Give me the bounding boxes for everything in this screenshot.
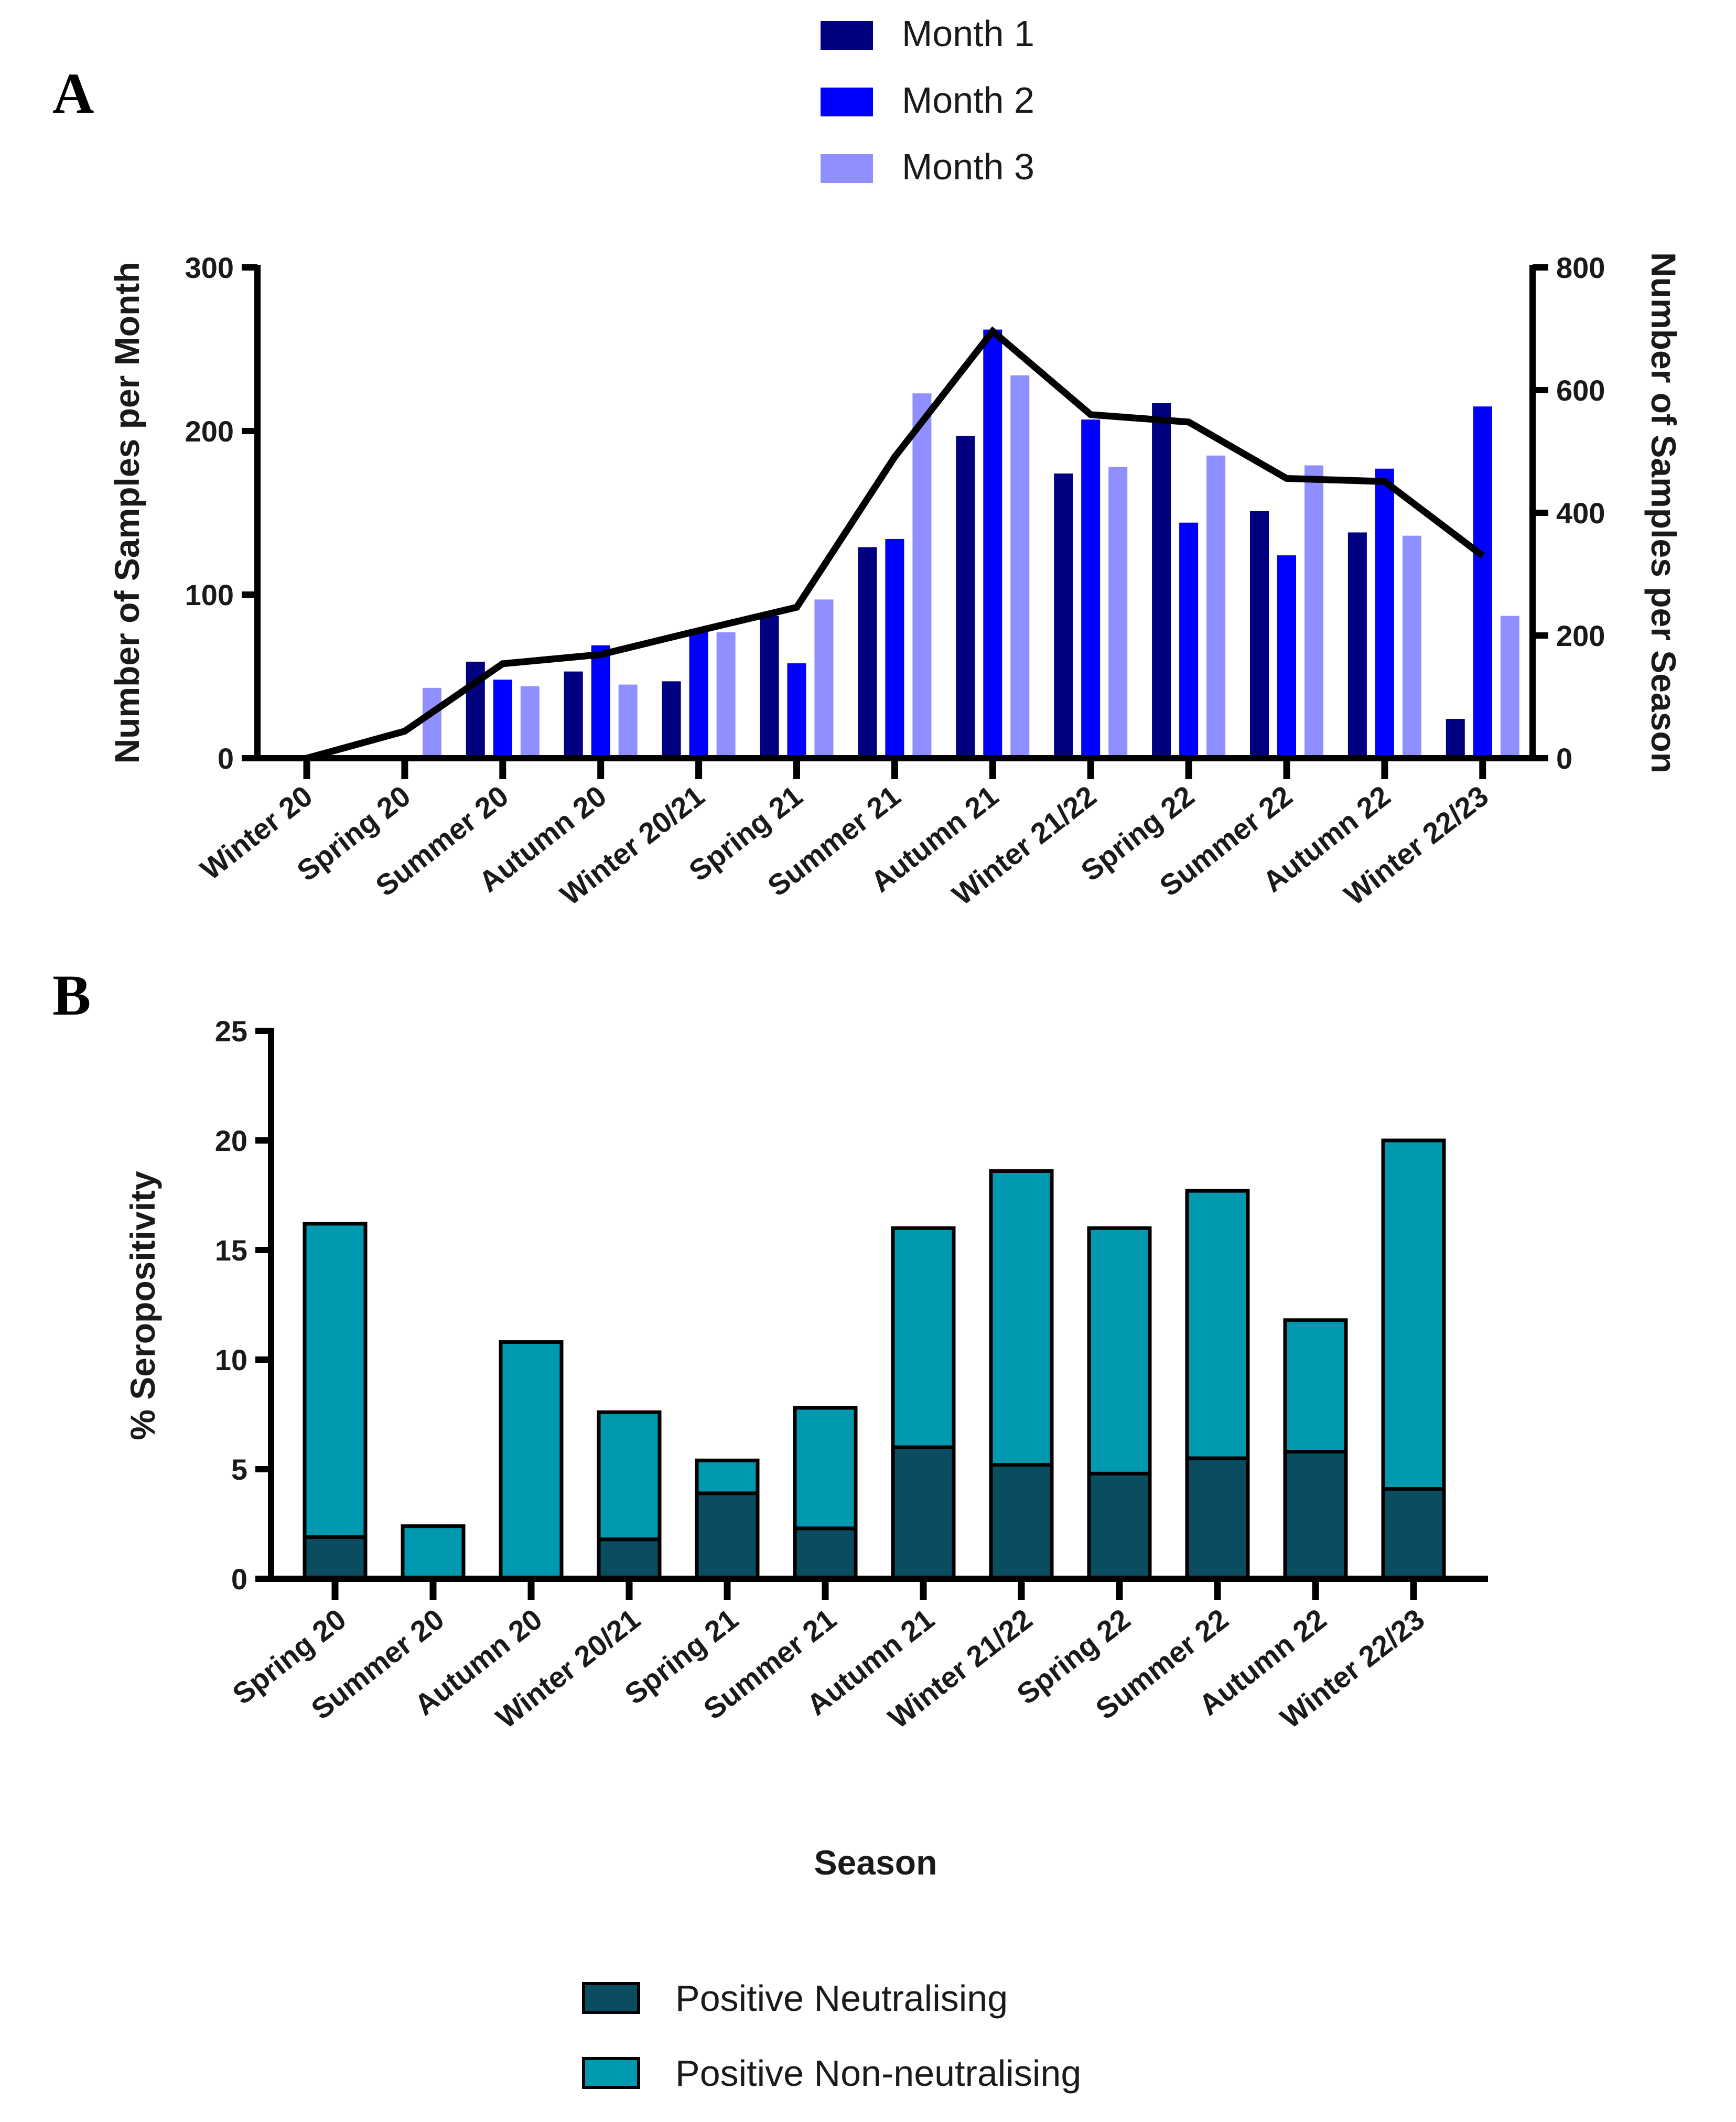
y-right-tick-label-a: 0 [1556,742,1572,775]
bar-month-1-11 [1347,532,1367,758]
y-tick-label-a: 300 [185,251,234,284]
panel-label-a: A [52,61,94,125]
bar-month-3-11 [1402,535,1421,758]
bar-month-3-10 [1304,465,1323,758]
bar-month-1-12 [1446,719,1465,758]
y-right-tick-label-a: 200 [1556,619,1605,652]
legend-label-month-2: Month 2 [902,80,1034,121]
bar-month-2-11 [1375,468,1394,758]
legend-label-b-1: Positive Non-neutralising [675,2053,1081,2094]
bar-positive-neutralising-7 [989,1463,1054,1581]
legend-swatch-month-1 [821,21,873,50]
bar-positive-non-neutralising-1 [401,1524,466,1581]
panel-label-b: B [52,963,91,1027]
bar-month-3-3 [618,684,638,758]
bar-month-2-8 [1081,419,1101,758]
bar-month-2-12 [1473,406,1492,758]
y-right-tick-label-a: 600 [1556,374,1605,407]
bar-month-2-7 [983,329,1002,758]
x-axis-title-b: Season [814,1843,937,1882]
bar-month-2-10 [1277,555,1296,758]
legend-swatch-month-2 [821,88,873,116]
y-right-tick-label-a: 400 [1556,497,1605,530]
bar-positive-neutralising-6 [891,1445,956,1581]
bar-positive-neutralising-5 [793,1526,858,1581]
y-axis-title-a: Number of Samples per Month [107,262,146,763]
y-right-tick-label-a: 800 [1556,251,1605,284]
bar-month-3-5 [814,599,834,758]
bar-positive-neutralising-3 [597,1537,662,1581]
bar-positive-non-neutralising-10 [1283,1318,1348,1454]
bar-positive-non-neutralising-11 [1381,1138,1446,1491]
bar-month-2-5 [787,663,806,758]
legend-label-month-1: Month 1 [902,13,1034,54]
y-tick-label-b: 10 [215,1343,247,1376]
bar-month-3-9 [1206,455,1226,758]
y-tick-label-a: 200 [185,415,234,448]
bar-positive-non-neutralising-0 [303,1222,368,1539]
bar-month-3-12 [1500,616,1519,758]
bar-month-2-3 [591,645,610,758]
bar-month-3-8 [1108,467,1128,758]
bar-month-1-3 [564,671,583,758]
y-tick-label-b: 0 [231,1563,247,1596]
bar-month-2-6 [885,538,904,758]
y-tick-label-b: 20 [215,1124,247,1157]
bar-month-3-1 [422,687,441,758]
y-tick-label-b: 15 [215,1234,247,1267]
bar-positive-non-neutralising-6 [891,1226,956,1449]
legend-swatch-b-1 [582,2057,640,2089]
bar-positive-neutralising-10 [1283,1450,1348,1581]
bar-positive-neutralising-9 [1185,1456,1250,1581]
season-total-line [306,326,1485,762]
bar-month-3-6 [912,393,932,758]
bar-month-1-4 [662,681,681,758]
bar-positive-non-neutralising-9 [1185,1189,1250,1460]
bar-month-1-9 [1152,403,1171,758]
bar-month-3-4 [716,632,736,758]
legend-label-b-0: Positive Neutralising [675,1978,1008,2019]
bar-month-1-5 [760,616,779,758]
bar-positive-non-neutralising-5 [793,1406,858,1531]
bar-positive-non-neutralising-7 [989,1169,1054,1467]
bar-positive-non-neutralising-2 [499,1340,564,1581]
y-tick-label-a: 100 [185,578,234,611]
y-right-axis-title-a: Number of Samples per Season [1644,252,1683,773]
bar-month-1-8 [1054,473,1073,758]
legend-label-month-3: Month 3 [902,146,1034,187]
bar-month-1-6 [858,547,877,758]
bar-positive-non-neutralising-4 [695,1458,760,1495]
legend-swatch-month-3 [821,154,873,183]
bar-positive-neutralising-8 [1087,1471,1152,1581]
y-tick-label-b: 5 [231,1453,247,1486]
bar-month-2-2 [493,680,512,758]
bar-month-1-7 [956,436,975,758]
bar-positive-neutralising-0 [303,1535,368,1581]
bar-positive-non-neutralising-8 [1087,1226,1152,1475]
bar-positive-non-neutralising-3 [597,1410,662,1542]
y-axis-title-b: % Seropositivity [123,1171,162,1440]
bar-positive-neutralising-11 [1381,1487,1446,1581]
bar-month-3-2 [520,686,540,758]
y-tick-label-b: 25 [215,1015,247,1048]
bar-month-1-10 [1250,511,1269,758]
bar-month-2-4 [689,630,708,758]
legend-swatch-b-0 [582,1982,640,2014]
bar-month-3-7 [1010,375,1030,758]
bar-month-2-9 [1179,522,1199,758]
y-tick-label-a: 0 [218,742,234,775]
bar-positive-neutralising-4 [695,1491,760,1581]
